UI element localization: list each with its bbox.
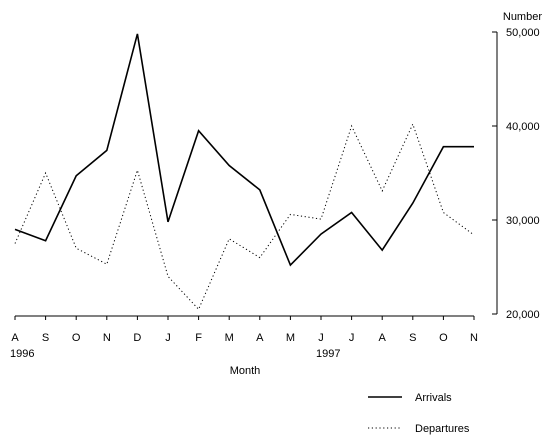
x-axis-title: Month [230, 365, 261, 377]
legend-label-arrivals: Arrivals [415, 392, 452, 404]
year-label: 1996 [10, 348, 34, 360]
x-tick-label: A [379, 332, 387, 344]
x-tick-label: J [349, 332, 355, 344]
axes [14, 31, 498, 320]
year-label: 1997 [316, 348, 340, 360]
x-tick-label: J [318, 332, 324, 344]
x-tick-label: A [11, 332, 19, 344]
legend: Arrivals Departures [368, 392, 470, 435]
x-tick-label: M [225, 332, 234, 344]
legend-label-departures: Departures [415, 423, 470, 435]
x-tick-label: O [72, 332, 81, 344]
x-tick-label: D [133, 332, 141, 344]
x-tick-label: S [409, 332, 416, 344]
x-tick-label: J [165, 332, 171, 344]
y-tick-label: 20,000 [506, 309, 540, 321]
series-layer [14, 33, 475, 311]
y-tick-label: 30,000 [506, 215, 540, 227]
x-tick-label: N [103, 332, 111, 344]
labels: A S O N D J F M A M J J A S O N 1996 1997 Month 20,000 30,00… [10, 11, 542, 377]
x-tick-label: F [195, 332, 202, 344]
x-tick-label: A [256, 332, 264, 344]
series-line-arrivals [14, 33, 474, 267]
y-tick-label: 50,000 [506, 27, 540, 39]
x-tick-label: N [470, 332, 478, 344]
x-tick-label: M [286, 332, 295, 344]
y-axis-title: Number [503, 11, 542, 23]
x-tick-label: O [439, 332, 448, 344]
y-tick-label: 40,000 [506, 121, 540, 133]
series-line-departures [14, 122, 475, 311]
x-tick-label: S [42, 332, 49, 344]
